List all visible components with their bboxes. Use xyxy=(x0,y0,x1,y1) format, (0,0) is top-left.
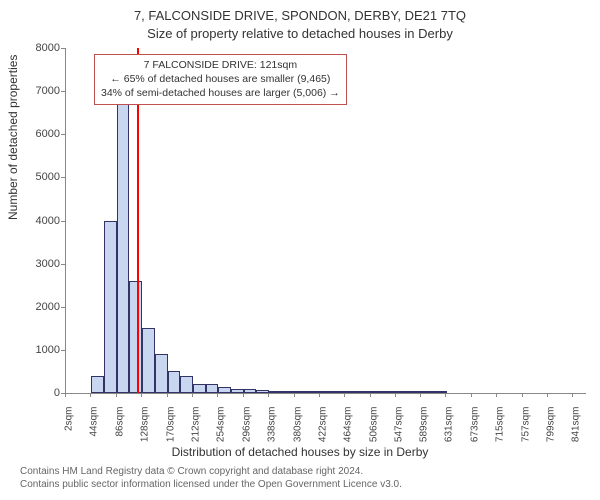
histogram-bar xyxy=(320,391,333,393)
x-tick-label: 631sqm xyxy=(444,407,455,443)
x-tick-label: 128sqm xyxy=(140,407,151,443)
x-tick-mark xyxy=(90,393,91,397)
annotation-line: ← 65% of detached houses are smaller (9,… xyxy=(101,72,340,86)
x-tick-label: 212sqm xyxy=(190,407,201,443)
x-tick-mark xyxy=(471,393,472,397)
histogram-bar xyxy=(345,391,358,393)
y-tick-label: 2000 xyxy=(0,301,60,313)
x-tick-mark xyxy=(268,393,269,397)
x-tick-mark xyxy=(344,393,345,397)
y-tick-label: 1000 xyxy=(0,344,60,356)
x-tick-label: 715sqm xyxy=(495,407,506,443)
x-tick-mark xyxy=(141,393,142,397)
histogram-bar xyxy=(129,281,142,393)
histogram-bar xyxy=(193,384,206,393)
histogram-bar xyxy=(218,387,231,393)
x-tick-mark xyxy=(167,393,168,397)
x-tick-label: 506sqm xyxy=(368,407,379,443)
histogram-bar xyxy=(396,391,409,393)
histogram-bar xyxy=(269,391,282,393)
x-tick-mark xyxy=(116,393,117,397)
y-tick-label: 7000 xyxy=(0,85,60,97)
histogram-bar xyxy=(244,389,257,393)
x-tick-mark xyxy=(192,393,193,397)
y-tick-label: 4000 xyxy=(0,215,60,227)
footer-line: Contains HM Land Registry data © Crown c… xyxy=(20,465,402,478)
x-tick-mark xyxy=(217,393,218,397)
x-tick-label: 757sqm xyxy=(520,407,531,443)
histogram-bar xyxy=(117,100,130,393)
annotation-box: 7 FALCONSIDE DRIVE: 121sqm ← 65% of deta… xyxy=(94,54,347,105)
x-tick-label: 673sqm xyxy=(469,407,480,443)
footer-note: Contains HM Land Registry data © Crown c… xyxy=(20,465,402,491)
histogram-bar xyxy=(155,354,168,393)
x-tick-label: 2sqm xyxy=(64,407,75,431)
y-tick-label: 8000 xyxy=(0,42,60,54)
histogram-bar xyxy=(142,328,155,393)
histogram-bar xyxy=(168,371,181,393)
y-tick-label: 5000 xyxy=(0,171,60,183)
x-tick-label: 422sqm xyxy=(317,407,328,443)
x-tick-mark xyxy=(395,393,396,397)
x-tick-mark xyxy=(65,393,66,397)
x-tick-mark xyxy=(547,393,548,397)
x-tick-label: 464sqm xyxy=(343,407,354,443)
x-tick-label: 338sqm xyxy=(267,407,278,443)
x-tick-label: 86sqm xyxy=(114,407,125,437)
x-tick-mark xyxy=(445,393,446,397)
x-tick-label: 296sqm xyxy=(241,407,252,443)
x-tick-mark xyxy=(572,393,573,397)
histogram-bar xyxy=(371,391,384,393)
x-tick-mark xyxy=(243,393,244,397)
x-tick-mark xyxy=(319,393,320,397)
footer-line: Contains public sector information licen… xyxy=(20,478,402,491)
x-tick-label: 589sqm xyxy=(418,407,429,443)
histogram-bar xyxy=(206,384,219,393)
histogram-bar xyxy=(422,391,435,393)
histogram-bar xyxy=(104,221,117,394)
chart-title-sub: Size of property relative to detached ho… xyxy=(0,26,600,41)
chart-container: 7, FALCONSIDE DRIVE, SPONDON, DERBY, DE2… xyxy=(0,0,600,500)
plot-area: 7 FALCONSIDE DRIVE: 121sqm ← 65% of deta… xyxy=(65,48,586,394)
x-tick-label: 170sqm xyxy=(165,407,176,443)
x-tick-label: 547sqm xyxy=(393,407,404,443)
x-tick-label: 799sqm xyxy=(545,407,556,443)
x-tick-mark xyxy=(294,393,295,397)
histogram-bar xyxy=(91,376,104,393)
histogram-bar xyxy=(295,391,308,393)
y-tick-label: 0 xyxy=(0,387,60,399)
chart-title-main: 7, FALCONSIDE DRIVE, SPONDON, DERBY, DE2… xyxy=(0,8,600,23)
x-tick-mark xyxy=(420,393,421,397)
x-tick-label: 254sqm xyxy=(216,407,227,443)
x-tick-mark xyxy=(370,393,371,397)
y-tick-label: 6000 xyxy=(0,128,60,140)
x-tick-label: 44sqm xyxy=(89,407,100,437)
x-tick-label: 841sqm xyxy=(571,407,582,443)
annotation-line: 34% of semi-detached houses are larger (… xyxy=(101,86,340,100)
x-tick-mark xyxy=(496,393,497,397)
x-axis-label: Distribution of detached houses by size … xyxy=(0,445,600,459)
y-tick-label: 3000 xyxy=(0,258,60,270)
x-tick-label: 380sqm xyxy=(292,407,303,443)
x-tick-mark xyxy=(522,393,523,397)
annotation-line: 7 FALCONSIDE DRIVE: 121sqm xyxy=(101,58,340,72)
histogram-bar xyxy=(180,376,193,393)
